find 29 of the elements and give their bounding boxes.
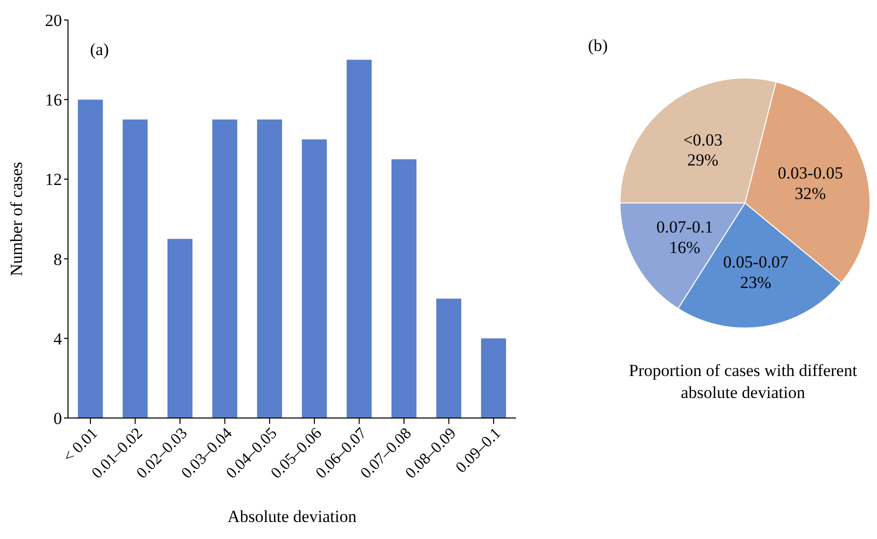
bar	[391, 159, 416, 418]
y-tick-label: 8	[54, 250, 62, 269]
y-tick-label: 20	[45, 11, 62, 30]
data-label: 32%	[794, 184, 826, 203]
x-axis-title: Absolute deviation	[228, 507, 357, 526]
data-label: 29%	[687, 150, 718, 170]
slice-label: 0.03-0.05	[778, 163, 843, 182]
slice-label: <0.03	[683, 130, 723, 150]
text: (b)	[588, 36, 608, 56]
data-label: 16%	[669, 238, 700, 258]
y-axis-title: Number of cases	[7, 162, 26, 276]
bar	[257, 120, 282, 418]
y-tick-label: 16	[45, 90, 62, 110]
bar	[167, 238, 192, 418]
y-tick-label: 12	[45, 170, 62, 190]
bar	[346, 60, 372, 418]
y-tick-label: 0	[54, 409, 62, 428]
y-tick-label: 4	[54, 329, 62, 348]
bar	[212, 120, 238, 418]
bar	[122, 120, 148, 418]
bar	[481, 338, 506, 418]
annotation: (a)	[90, 40, 109, 60]
bar	[302, 139, 327, 418]
slice-label: 0.07-0.1	[656, 218, 714, 237]
data-label: 23%	[740, 272, 772, 292]
bar	[78, 100, 103, 418]
bar	[436, 298, 462, 418]
slice-label: 0.05-0.07	[723, 252, 789, 272]
text: Proportion of cases with different absolute deviation	[628, 360, 858, 404]
